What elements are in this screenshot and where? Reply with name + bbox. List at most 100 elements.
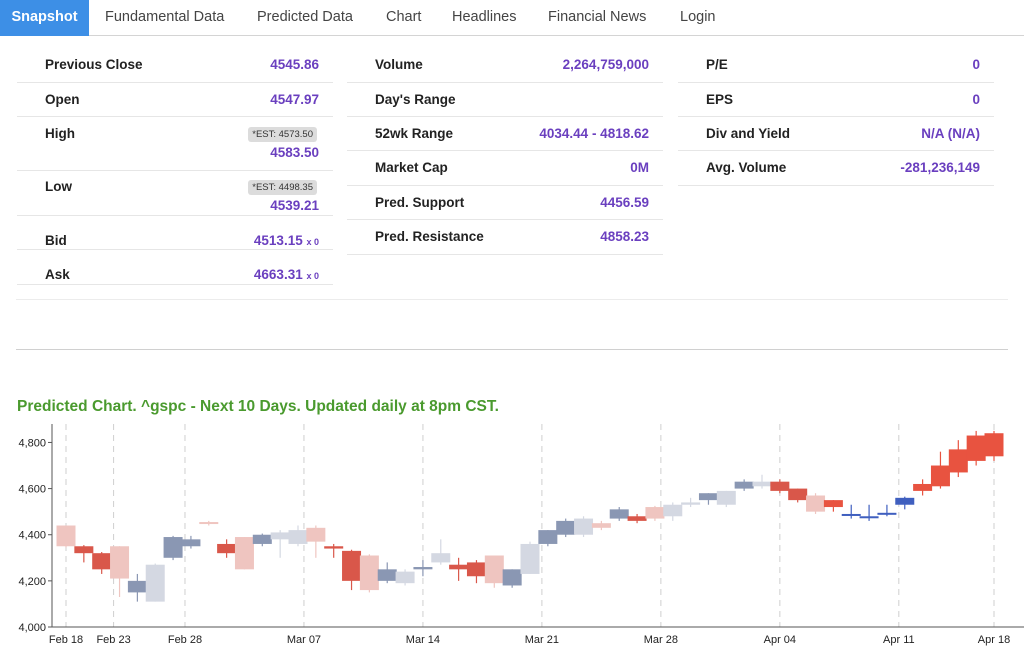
section-divider [16, 299, 1008, 300]
row-high: High *EST: 4573.50 4583.50 [17, 117, 333, 171]
candle [395, 569, 415, 586]
value-pe: 0 [972, 57, 980, 72]
label-volume: Volume [375, 57, 423, 72]
candle [145, 563, 165, 602]
candle [966, 430, 986, 466]
candle [609, 507, 629, 521]
candle-body [252, 534, 272, 544]
candle-body [199, 522, 219, 525]
candle [895, 496, 915, 510]
value-div-yield: N/A (N/A) [921, 126, 980, 141]
row-avg-volume: Avg. Volume -281,236,149 [678, 151, 994, 186]
value-open: 4547.97 [270, 92, 319, 107]
candle-body [56, 525, 76, 547]
candle-body [395, 571, 415, 584]
candle-body [342, 550, 362, 581]
candle-body [163, 537, 183, 558]
label-bid: Bid [45, 233, 67, 248]
candle [449, 557, 469, 581]
candle-body [645, 507, 665, 519]
candle-body [413, 567, 433, 570]
x-tick-label: Feb 28 [168, 634, 202, 646]
candle-body [502, 569, 522, 586]
row-pred-support: Pred. Support 4456.59 [347, 186, 663, 220]
candle-body [895, 497, 915, 505]
candlestick-chart[interactable]: Feb 18 Feb 23 Feb 28 Mar 07 Mar 14 Mar 21 Mar … [0, 420, 1024, 648]
candle-body [556, 520, 576, 535]
candle [984, 430, 1004, 461]
tab-fundamental-data[interactable]: Fundamental Data [105, 9, 225, 25]
row-volume: Volume 2,264,759,000 [347, 48, 663, 83]
candle [663, 502, 683, 521]
chart-candles [56, 430, 1004, 602]
candle-body [752, 481, 772, 487]
candle [627, 513, 647, 524]
candle-body [574, 518, 594, 535]
candle [413, 560, 433, 577]
candle-body [663, 504, 683, 517]
label-eps: EPS [706, 92, 734, 107]
candle [734, 479, 754, 491]
x-tick-label: Mar 28 [644, 634, 678, 646]
candle-body [520, 543, 540, 574]
candle [127, 573, 147, 602]
candle-body [270, 532, 290, 540]
candle [788, 488, 808, 503]
value-low: 4539.21 [270, 198, 319, 213]
candle-body [145, 564, 165, 602]
value-52wk-range: 4034.44 - 4818.62 [539, 126, 649, 141]
candle [591, 520, 611, 531]
candle-body [74, 546, 94, 554]
candle [74, 545, 94, 563]
candle-body [966, 435, 986, 461]
candle [377, 562, 397, 584]
label-high: High [45, 126, 75, 141]
candle [181, 535, 201, 549]
candle-body [217, 543, 237, 554]
candle-body [110, 546, 130, 579]
label-open: Open [45, 92, 80, 107]
row-pred-resistance: Pred. Resistance 4858.23 [347, 220, 663, 255]
tab-snapshot[interactable]: Snapshot [0, 0, 89, 36]
candle-body [770, 481, 790, 491]
label-pe: P/E [706, 57, 728, 72]
x-tick-label: Feb 23 [96, 634, 130, 646]
candle [948, 440, 968, 478]
candle-body [306, 527, 326, 542]
tab-login[interactable]: Login [680, 9, 716, 25]
candle-body [324, 546, 344, 549]
candle-body [431, 553, 451, 563]
candle [484, 555, 504, 588]
candle-body [591, 523, 611, 528]
value-bid: 4513.15 x 0 [254, 233, 319, 248]
row-previous-close: Previous Close 4545.86 [17, 48, 333, 83]
candle-body [984, 433, 1004, 457]
candle [270, 530, 290, 558]
row-low: Low *EST: 4498.35 4539.21 [17, 171, 333, 216]
candle [752, 474, 772, 489]
candle [359, 554, 379, 593]
candle [645, 505, 665, 521]
candle-body [859, 516, 879, 519]
tab-chart[interactable]: Chart [386, 9, 422, 25]
value-pred-resistance: 4858.23 [600, 229, 649, 244]
est-high-badge: *EST: 4573.50 [248, 127, 317, 142]
tab-headlines[interactable]: Headlines [452, 9, 517, 25]
candle [859, 504, 879, 521]
candle [163, 535, 183, 561]
row-pe: P/E 0 [678, 48, 994, 83]
tab-predicted-data[interactable]: Predicted Data [257, 9, 353, 25]
candle [466, 560, 486, 584]
tab-financial-news[interactable]: Financial News [548, 9, 647, 25]
row-bid: Bid 4513.15 x 0 [17, 216, 333, 250]
label-div-yield: Div and Yield [706, 126, 791, 141]
candle-body [466, 562, 486, 577]
y-tick-label: 4,200 [18, 576, 46, 588]
label-avg-volume: Avg. Volume [706, 160, 787, 175]
chart-axes: Feb 18 Feb 23 Feb 28 Mar 07 Mar 14 Mar 21 Mar … [18, 424, 1024, 646]
chart-title: Predicted Chart. ^gspc - Next 10 Days. U… [17, 398, 499, 415]
candle [877, 504, 897, 517]
value-ask: 4663.31 x 0 [254, 267, 319, 282]
candle-body [377, 569, 397, 581]
value-previous-close: 4545.86 [270, 57, 319, 72]
